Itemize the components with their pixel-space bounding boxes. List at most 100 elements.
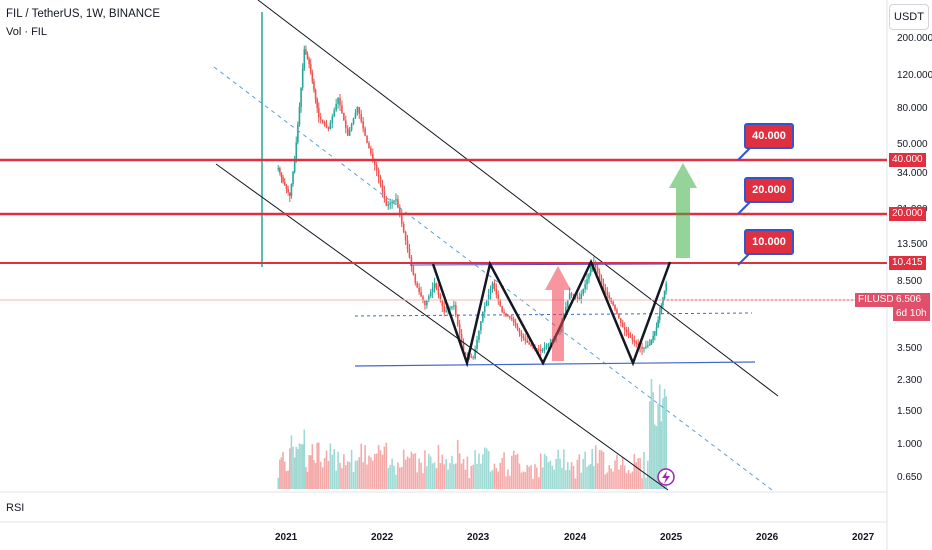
volume-bar xyxy=(480,463,482,489)
candle-body xyxy=(287,188,289,193)
candle-body xyxy=(499,300,501,307)
volume-bar xyxy=(335,470,337,489)
volume-bar xyxy=(608,465,611,489)
candle-body xyxy=(528,342,530,345)
y-tick: 8.500 xyxy=(897,276,923,287)
volume-bar xyxy=(574,478,577,489)
y-tick: 34.000 xyxy=(897,168,928,179)
volume-bar xyxy=(543,453,546,489)
volume-bar xyxy=(418,458,420,489)
candle-body xyxy=(625,329,628,333)
volume-bar xyxy=(339,462,341,489)
volume-bar xyxy=(584,451,586,489)
volume-bar xyxy=(594,445,597,489)
volume-bar xyxy=(572,465,575,489)
candle-body xyxy=(536,348,538,350)
volume-bar xyxy=(507,469,509,489)
candle-body xyxy=(333,110,336,117)
callout-20[interactable]: 20.000 xyxy=(744,177,794,203)
candle-body xyxy=(358,106,361,115)
volume-bar xyxy=(429,456,432,489)
candle-body xyxy=(280,172,283,178)
w-pattern-zigzag xyxy=(431,258,672,368)
volume-bar xyxy=(383,446,386,489)
candle-body xyxy=(485,300,488,307)
candle-body xyxy=(323,121,326,125)
volume-bar xyxy=(620,464,622,489)
lightning-icon[interactable] xyxy=(657,468,675,486)
candle-body xyxy=(395,199,397,201)
candle-body xyxy=(482,311,484,322)
callout-40[interactable]: 40.000 xyxy=(744,123,794,149)
candle-body xyxy=(279,168,281,173)
volume-bar xyxy=(441,454,444,489)
volume-bar xyxy=(387,467,390,489)
candle-body xyxy=(399,207,401,216)
candle-body xyxy=(541,349,544,351)
volume-bar xyxy=(602,452,605,489)
candle-body xyxy=(539,350,542,352)
volume-bar xyxy=(449,463,451,489)
candle-body xyxy=(383,191,386,199)
candle-body xyxy=(277,168,280,170)
candle-body xyxy=(400,215,403,224)
candle-body xyxy=(418,287,420,293)
candle-body xyxy=(341,105,343,114)
volume-bar xyxy=(591,449,593,489)
level-tag-10: 10.415 xyxy=(889,256,926,270)
volume-bar xyxy=(311,444,314,489)
candle-body xyxy=(588,274,590,280)
volume-bar xyxy=(545,456,548,489)
candle-body xyxy=(514,322,517,327)
volume-bar xyxy=(593,465,595,489)
candle-body xyxy=(520,332,523,337)
volume-bar xyxy=(395,474,397,489)
candle-body xyxy=(313,81,315,90)
candle-body xyxy=(293,160,296,172)
volume-bar xyxy=(412,453,415,489)
candle-body xyxy=(364,128,366,136)
candle-body xyxy=(530,344,532,347)
volume-bar xyxy=(491,470,494,489)
volume-bar xyxy=(364,445,366,489)
volume-bar xyxy=(658,384,661,489)
volume-bar xyxy=(279,459,281,489)
candle-body xyxy=(412,266,415,275)
currency-button[interactable]: USDT xyxy=(889,4,929,30)
volume-bar xyxy=(466,456,469,489)
volume-bar xyxy=(360,443,363,489)
volume-bar xyxy=(329,443,332,489)
volume-bar xyxy=(561,467,563,489)
volume-bar xyxy=(621,457,624,489)
volume-bar xyxy=(280,457,283,489)
volume-bar xyxy=(596,463,599,489)
volume-bar xyxy=(464,469,467,489)
current-price-tag: 6.506 6d 10h xyxy=(893,293,930,321)
volume-bar xyxy=(375,453,378,489)
candle-body xyxy=(453,305,455,307)
candle-body xyxy=(493,283,496,289)
volume-bar xyxy=(557,449,559,489)
channel-lower-line xyxy=(215,163,669,491)
callout-10[interactable]: 10.000 xyxy=(744,229,794,255)
volume-bar xyxy=(325,450,328,489)
volume-bar xyxy=(297,448,299,489)
volume-bar xyxy=(532,478,534,489)
volume-bar xyxy=(627,469,630,489)
candle-body xyxy=(285,185,288,189)
volume-bar xyxy=(614,460,616,489)
volume-bar xyxy=(631,471,634,489)
candle-body xyxy=(518,329,521,333)
volume-bar xyxy=(377,445,380,489)
candle-body xyxy=(516,326,519,330)
candle-body xyxy=(665,283,667,291)
candle-body xyxy=(420,292,422,297)
volume-bar xyxy=(422,473,424,489)
volume-bar xyxy=(559,458,561,489)
volume-bar xyxy=(456,440,459,489)
candle-body xyxy=(445,310,447,312)
volume-bar xyxy=(482,454,484,489)
candle-body xyxy=(348,129,351,136)
y-tick: 1.500 xyxy=(897,406,923,417)
